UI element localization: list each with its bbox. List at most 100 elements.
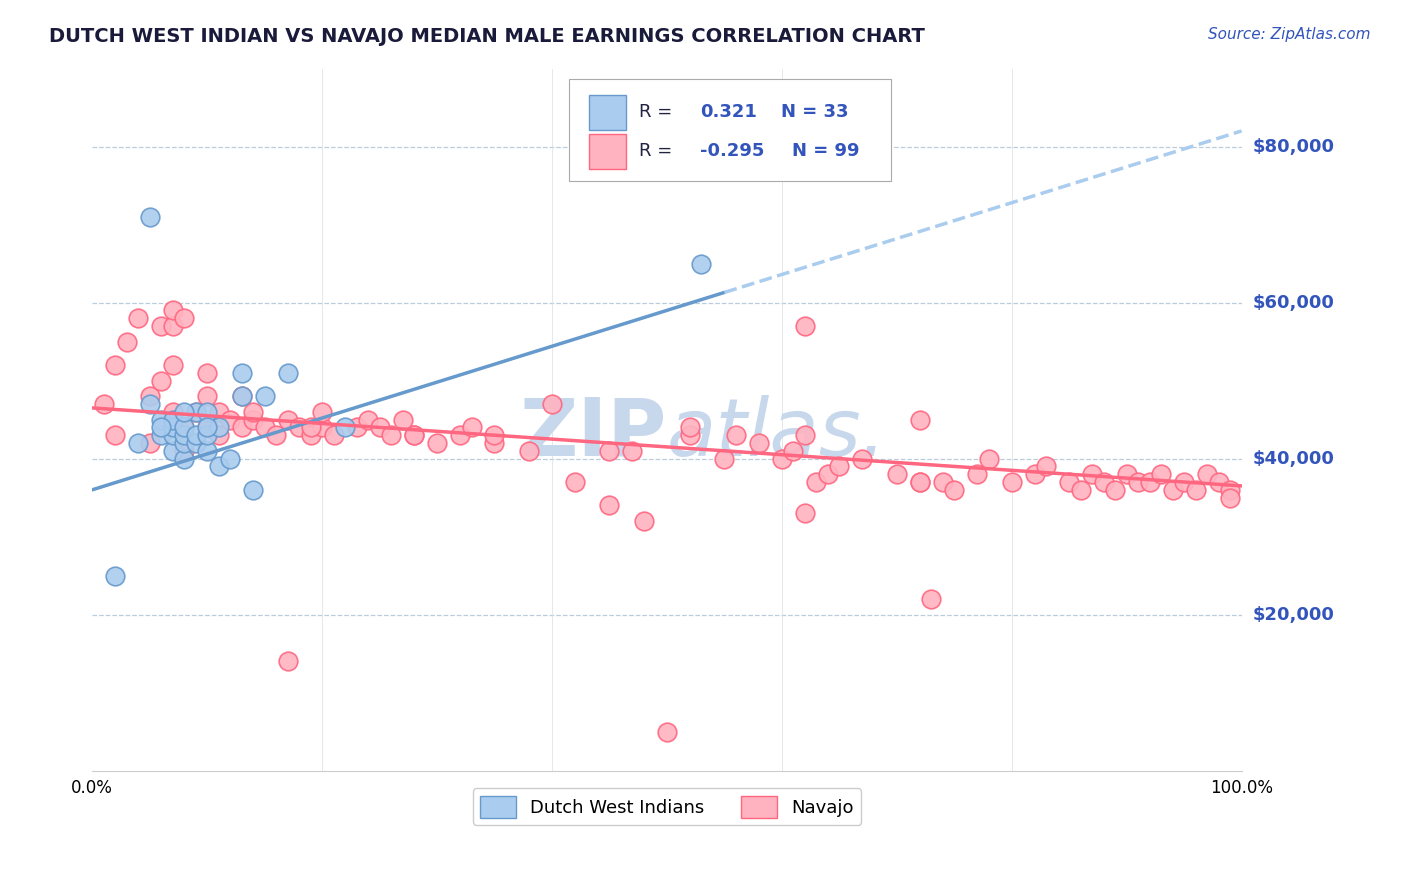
Point	[598, 443, 620, 458]
Point	[138, 436, 160, 450]
Point	[793, 428, 815, 442]
Point	[184, 405, 207, 419]
Point	[598, 499, 620, 513]
Point	[195, 405, 218, 419]
Point	[162, 443, 184, 458]
Point	[806, 475, 828, 489]
Point	[908, 475, 931, 489]
Point	[207, 405, 229, 419]
FancyBboxPatch shape	[589, 134, 626, 169]
Point	[242, 405, 264, 419]
Point	[828, 459, 851, 474]
Point	[311, 420, 333, 434]
Point	[357, 412, 380, 426]
Text: ZIP: ZIP	[520, 394, 666, 473]
Point	[311, 405, 333, 419]
Point	[655, 724, 678, 739]
Point	[173, 405, 195, 419]
Text: R =: R =	[640, 143, 678, 161]
Point	[977, 451, 1000, 466]
Point	[1115, 467, 1137, 482]
Legend: Dutch West Indians, Navajo: Dutch West Indians, Navajo	[472, 789, 860, 825]
Point	[380, 428, 402, 442]
Point	[231, 389, 253, 403]
Point	[173, 451, 195, 466]
Point	[231, 420, 253, 434]
Point	[184, 436, 207, 450]
Text: Source: ZipAtlas.com: Source: ZipAtlas.com	[1208, 27, 1371, 42]
Point	[1035, 459, 1057, 474]
Point	[1150, 467, 1173, 482]
Point	[1092, 475, 1115, 489]
Point	[299, 420, 322, 434]
Point	[242, 412, 264, 426]
Point	[173, 443, 195, 458]
Point	[793, 318, 815, 333]
Point	[908, 412, 931, 426]
Point	[195, 428, 218, 442]
Point	[748, 436, 770, 450]
Point	[299, 428, 322, 442]
Point	[1208, 475, 1230, 489]
Point	[138, 389, 160, 403]
Text: $80,000: $80,000	[1253, 137, 1334, 155]
Point	[1219, 483, 1241, 497]
Point	[793, 506, 815, 520]
Point	[713, 451, 735, 466]
Point	[1081, 467, 1104, 482]
Point	[115, 334, 138, 349]
Point	[173, 428, 195, 442]
Text: $40,000: $40,000	[1253, 450, 1334, 467]
Point	[679, 428, 702, 442]
Point	[162, 405, 184, 419]
Point	[195, 420, 218, 434]
Point	[1161, 483, 1184, 497]
Point	[621, 443, 644, 458]
Point	[724, 428, 747, 442]
Point	[368, 420, 391, 434]
Point	[1128, 475, 1150, 489]
Point	[184, 405, 207, 419]
Point	[253, 420, 276, 434]
Point	[541, 397, 564, 411]
Point	[1024, 467, 1046, 482]
Point	[277, 366, 299, 380]
Point	[679, 420, 702, 434]
Point	[138, 210, 160, 224]
Point	[207, 428, 229, 442]
Point	[1184, 483, 1206, 497]
Point	[1139, 475, 1161, 489]
Text: 0.321: 0.321	[700, 103, 756, 121]
Point	[195, 366, 218, 380]
Point	[173, 311, 195, 326]
Point	[333, 420, 356, 434]
Point	[162, 428, 184, 442]
Text: DUTCH WEST INDIAN VS NAVAJO MEDIAN MALE EARNINGS CORRELATION CHART: DUTCH WEST INDIAN VS NAVAJO MEDIAN MALE …	[49, 27, 925, 45]
Point	[817, 467, 839, 482]
Point	[346, 420, 368, 434]
Point	[782, 443, 804, 458]
Point	[1173, 475, 1195, 489]
Point	[173, 420, 195, 434]
Text: R =: R =	[640, 103, 678, 121]
FancyBboxPatch shape	[589, 95, 626, 129]
Point	[460, 420, 482, 434]
Point	[150, 420, 173, 434]
Point	[449, 428, 471, 442]
Point	[564, 475, 586, 489]
Text: $60,000: $60,000	[1253, 293, 1334, 311]
Point	[207, 459, 229, 474]
Point	[150, 412, 173, 426]
Point	[162, 303, 184, 318]
Text: N = 33: N = 33	[780, 103, 848, 121]
Point	[1197, 467, 1219, 482]
Point	[288, 420, 311, 434]
Point	[426, 436, 449, 450]
Point	[150, 428, 173, 442]
Point	[231, 389, 253, 403]
Text: atlas.: atlas.	[666, 394, 887, 473]
Text: $20,000: $20,000	[1253, 606, 1334, 624]
Point	[195, 389, 218, 403]
Point	[402, 428, 425, 442]
Point	[1219, 491, 1241, 505]
